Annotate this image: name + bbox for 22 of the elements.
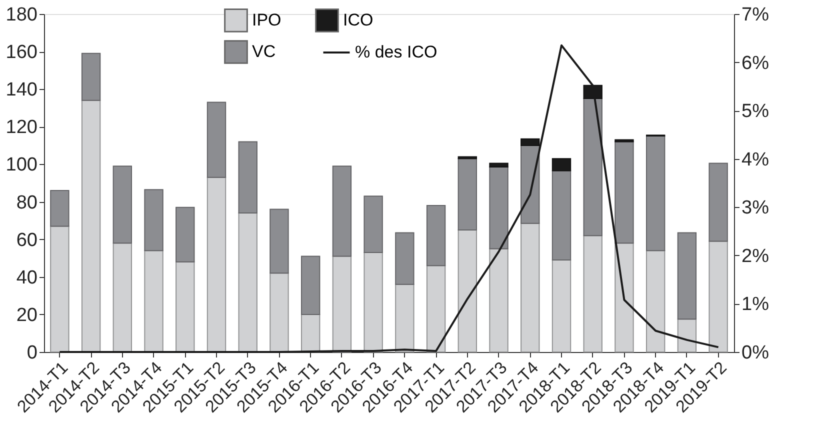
y-tick-label: 180 [6, 4, 38, 26]
y2-tick-label: 6% [742, 52, 770, 74]
legend-label: VC [252, 42, 276, 61]
y-tick-label: 140 [6, 80, 38, 101]
y-tick-label: 0 [26, 342, 38, 364]
legend-label: IPO [252, 10, 282, 30]
y2-tick-label: 3% [742, 198, 770, 219]
y-tick-label: 80 [16, 192, 38, 214]
legend-label: % des ICO [355, 42, 438, 62]
y-tick-label: 120 [6, 117, 38, 138]
y-tick-label: 60 [16, 230, 38, 251]
y2-tick-label: 5% [742, 101, 770, 122]
y2-tick-label: 7% [742, 4, 770, 26]
y2-tick-label: 2% [742, 246, 770, 267]
y-tick-label: 160 [6, 42, 38, 64]
y-tick-label: 100 [6, 154, 38, 176]
y2-tick-label: 0% [742, 342, 770, 364]
y2-tick-label: 4% [742, 149, 770, 170]
y2-tick-label: 1% [742, 294, 770, 316]
y-tick-label: 40 [16, 267, 38, 288]
y-tick-label: 20 [16, 304, 38, 326]
legend-label: ICO [343, 10, 374, 30]
